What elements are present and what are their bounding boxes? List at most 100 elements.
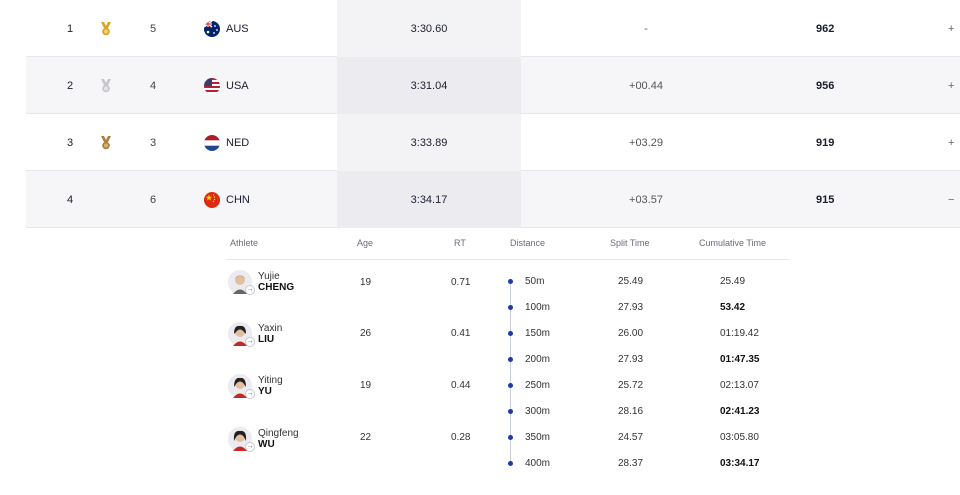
athlete-1[interactable]: → Yujie CHENG <box>228 270 295 295</box>
expand-button[interactable]: + <box>948 22 955 35</box>
athlete-last-name: LIU <box>258 334 275 345</box>
split-distance: 50m <box>525 276 545 287</box>
country: CHN <box>204 171 250 228</box>
split-time: 28.37 <box>618 458 644 469</box>
points: 919 <box>816 136 835 149</box>
points: 962 <box>816 22 835 35</box>
country: USA <box>204 57 249 114</box>
final-time: 3:34.17 <box>410 193 448 206</box>
header-distance: Distance <box>510 238 546 248</box>
split-marker <box>508 279 513 284</box>
final-time: 3:33.89 <box>410 136 448 149</box>
time-cell-bg <box>337 0 521 57</box>
cumulative-time: 02:13.07 <box>720 380 759 391</box>
split-time: 28.16 <box>618 406 644 417</box>
final-time: 3:30.60 <box>410 22 448 35</box>
split-time: 25.49 <box>618 276 644 287</box>
collapse-button[interactable]: − <box>948 193 955 206</box>
athlete-4[interactable]: → Qingfeng WU <box>228 427 299 452</box>
expand-button[interactable]: + <box>948 136 955 149</box>
cumulative-time: 01:47.35 <box>720 354 760 365</box>
split-distance: 100m <box>525 302 551 313</box>
result-row-1[interactable]: 1 5 AUS 3:30.60 - 962 + <box>26 0 960 57</box>
athlete-first-name: Yaxin <box>258 323 283 334</box>
cumulative-time: 03:05.80 <box>720 432 759 443</box>
split-time: 27.93 <box>618 354 644 365</box>
athlete-age: 19 <box>360 380 372 391</box>
split-marker <box>508 383 513 388</box>
athlete-rt: 0.41 <box>451 328 471 339</box>
country-code: USA <box>226 79 249 92</box>
athlete-first-name: Yiting <box>258 375 283 386</box>
arrow-icon: → <box>245 389 255 399</box>
avatar: → <box>228 374 255 399</box>
athlete-age: 22 <box>360 432 372 443</box>
country: NED <box>204 114 249 171</box>
split-marker <box>508 357 513 362</box>
athlete-first-name: Qingfeng <box>258 428 299 439</box>
arrow-icon: → <box>245 442 255 452</box>
expand-button[interactable]: + <box>948 79 955 92</box>
points: 956 <box>816 79 835 92</box>
split-time: 27.93 <box>618 302 644 313</box>
split-marker <box>508 305 513 310</box>
arrow-icon: → <box>245 285 255 295</box>
avatar: → <box>228 427 255 452</box>
rank: 4 <box>67 193 74 206</box>
usa-flag-icon <box>204 77 220 94</box>
time-behind: - <box>644 22 648 35</box>
split-time: 25.72 <box>618 380 644 391</box>
country-code: NED <box>226 136 250 149</box>
athlete-last-name: CHENG <box>258 282 295 293</box>
header-athlete: Athlete <box>230 238 259 248</box>
time-behind: +00.44 <box>629 79 663 92</box>
split-distance: 200m <box>525 354 551 365</box>
lane: 5 <box>150 22 157 35</box>
split-distance: 250m <box>525 380 551 391</box>
result-row-2[interactable]: 2 4 USA 3:31.04 +00.44 956 + <box>26 57 960 114</box>
cumulative-time: 25.49 <box>720 276 746 287</box>
country: AUS <box>204 0 249 57</box>
split-time: 26.00 <box>618 328 644 339</box>
lane: 6 <box>150 193 157 206</box>
lane: 3 <box>150 136 157 149</box>
split-marker <box>508 331 513 336</box>
athlete-first-name: Yujie <box>258 271 280 282</box>
cumulative-time: 03:34.17 <box>720 458 760 469</box>
avatar: → <box>228 322 255 347</box>
split-marker <box>508 409 513 414</box>
silver-medal-icon <box>100 57 112 114</box>
final-time: 3:31.04 <box>410 79 448 92</box>
split-distance: 300m <box>525 406 551 417</box>
cumulative-time: 53.42 <box>720 302 746 313</box>
netherlands-flag-icon <box>204 134 220 151</box>
result-row-3[interactable]: 3 3 NED 3:33.89 +03.29 919 + <box>26 114 960 171</box>
split-timeline <box>510 281 511 463</box>
split-distance: 150m <box>525 328 551 339</box>
time-cell-bg <box>337 171 521 228</box>
australia-flag-icon <box>204 20 220 37</box>
header-cumulative-time: Cumulative Time <box>699 238 767 248</box>
lane: 4 <box>150 79 157 92</box>
rank: 2 <box>67 79 74 92</box>
result-row-4[interactable]: 4 6 CHN 3:34.17 +03.57 915 − <box>26 171 960 228</box>
split-marker <box>508 461 513 466</box>
athlete-age: 26 <box>360 328 372 339</box>
header-rt: RT <box>454 238 466 248</box>
athlete-2[interactable]: → Yaxin LIU <box>228 322 283 347</box>
rank: 1 <box>67 22 74 35</box>
athlete-age: 19 <box>360 277 372 288</box>
bronze-medal-icon <box>100 114 112 171</box>
split-time: 24.57 <box>618 432 644 443</box>
rank: 3 <box>67 136 74 149</box>
points: 915 <box>816 193 835 206</box>
time-behind: +03.57 <box>629 193 663 206</box>
athlete-3[interactable]: → Yiting YU <box>228 374 283 399</box>
gold-medal-icon <box>100 0 112 57</box>
cumulative-time: 02:41.23 <box>720 406 760 417</box>
header-divider <box>226 259 789 260</box>
arrow-icon: → <box>245 337 255 347</box>
athlete-rt: 0.28 <box>451 432 471 443</box>
time-cell-bg <box>337 114 521 171</box>
header-age: Age <box>357 238 374 248</box>
